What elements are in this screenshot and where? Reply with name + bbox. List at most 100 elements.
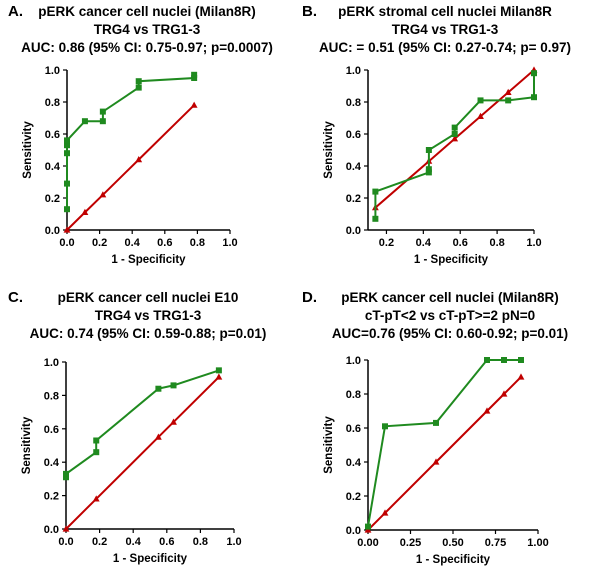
reference-point: [135, 156, 143, 163]
panel-title-line: pERK cancer cell nuclei (Milan8R): [341, 290, 559, 305]
y-tick-label: 1.0: [44, 357, 59, 369]
reference-point: [170, 418, 177, 425]
y-tick-label: 0.4: [45, 161, 61, 173]
roc-series-line: [374, 73, 535, 219]
panel-letter: A.: [8, 3, 23, 20]
x-tick-label: 0.4: [125, 237, 141, 249]
y-tick-label: 0.8: [44, 390, 59, 402]
y-tick-label: 0.6: [346, 423, 361, 435]
reference-point: [155, 433, 162, 440]
roc-point: [433, 419, 439, 426]
roc-series-line: [367, 359, 521, 527]
x-tick-label: 0.2: [92, 536, 107, 548]
y-tick-label: 0.4: [44, 457, 60, 469]
panel-title-line: TRG4 vs TRG1-3: [95, 308, 202, 323]
y-tick-label: 1.0: [45, 65, 60, 77]
y-axis-label: Sensitivity: [323, 416, 335, 474]
reference-point: [63, 226, 71, 233]
roc-point: [64, 142, 70, 149]
y-tick-label: 0.0: [45, 225, 60, 237]
roc-point: [382, 423, 388, 430]
panel-title-line: pERK stromal cell nuclei Milan8R: [338, 4, 552, 19]
roc-point: [451, 131, 458, 137]
reference-point: [99, 191, 107, 198]
roc-point: [372, 215, 379, 222]
reference-series-line: [374, 69, 535, 209]
roc-series-line: [65, 369, 220, 478]
reference-point: [517, 373, 525, 380]
roc-point: [64, 150, 70, 157]
roc-point: [135, 78, 142, 85]
x-tick-label: 0.00: [357, 537, 378, 549]
x-tick-label: 0.4: [416, 237, 432, 249]
y-axis-label: Sensitivity: [323, 121, 335, 179]
reference-series-line: [65, 376, 220, 530]
panel-title-line: pERK cancer cell nuclei (Milan8R): [38, 4, 256, 19]
panel-title-line: cT-pT<2 vs cT-pT>=2 pN=0: [365, 308, 535, 323]
reference-point: [62, 525, 70, 532]
roc-point: [365, 523, 371, 530]
y-axis-label: Sensitivity: [22, 121, 34, 179]
y-tick-label: 0.4: [346, 161, 362, 173]
y-tick-label: 0.4: [346, 457, 362, 469]
roc-point: [501, 357, 507, 363]
roc-point: [191, 75, 198, 81]
x-tick-label: 0.75: [485, 537, 506, 549]
y-tick-label: 0.8: [346, 389, 361, 401]
reference-series-line: [367, 376, 522, 531]
y-tick-label: 0.6: [45, 129, 60, 141]
reference-point: [477, 112, 484, 119]
roc-point: [64, 137, 70, 144]
roc-point: [99, 108, 106, 115]
roc-series-line: [66, 74, 196, 210]
reference-point: [500, 390, 508, 397]
x-tick-label: 0.2: [379, 237, 394, 249]
y-tick-label: 0.2: [44, 491, 59, 503]
x-tick-label: 0.8: [193, 536, 208, 548]
roc-point: [425, 169, 432, 176]
panel-letter: C.: [8, 289, 23, 306]
reference-point: [81, 208, 89, 215]
roc-point: [93, 437, 100, 444]
x-axis-label: 1 - Specificity: [113, 553, 188, 565]
reference-point: [451, 135, 459, 142]
y-tick-label: 0.8: [45, 97, 60, 109]
reference-point: [381, 509, 389, 516]
roc-point: [215, 367, 222, 374]
roc-panel-b: pERK stromal cell nuclei Milan8R TRG4 vs …: [302, 3, 571, 266]
x-tick-label: 0.6: [453, 237, 468, 249]
x-axis-label: 1 - Specificity: [414, 254, 489, 266]
y-axis-label: Sensitivity: [21, 416, 33, 474]
x-axis-label: 1 - Specificity: [111, 254, 186, 266]
y-tick-label: 0.2: [346, 193, 361, 205]
roc-point: [135, 84, 142, 91]
roc-panel-a: pERK cancer cell nuclei (Milan8R) TRG4 vs…: [8, 3, 273, 266]
roc-point: [531, 94, 537, 101]
reference-point: [504, 88, 512, 95]
roc-panel-c: pERK cancer cell nuclei E10 TRG4 vs TRG1-…: [8, 289, 266, 565]
roc-point: [63, 470, 69, 477]
panel-title-line: TRG4 vs TRG1-3: [94, 22, 201, 37]
roc-point: [170, 382, 177, 389]
roc-point: [477, 97, 484, 104]
roc-point: [425, 147, 432, 153]
panel-letter: D.: [302, 289, 317, 306]
panel-title-line: AUC=0.76 (95% CI: 0.60-0.92; p=0.01): [332, 326, 568, 341]
y-tick-label: 0.0: [346, 525, 361, 537]
reference-point: [215, 373, 223, 380]
panel-title-line: TRG4 vs TRG1-3: [392, 22, 499, 37]
x-tick-label: 0.8: [190, 237, 205, 249]
roc-point: [451, 124, 458, 131]
x-tick-label: 0.0: [59, 237, 74, 249]
roc-point: [425, 166, 432, 173]
roc-panel-d: pERK cancer cell nuclei (Milan8R) cT-pT<2…: [302, 289, 568, 566]
y-tick-label: 1.0: [346, 65, 361, 77]
roc-point: [484, 357, 490, 363]
x-tick-label: 1.0: [222, 237, 237, 249]
roc-point: [93, 449, 100, 456]
x-tick-label: 1.00: [527, 537, 548, 549]
roc-point: [518, 357, 524, 363]
panel-title-line: AUC: 0.74 (95% CI: 0.59-0.88; p=0.01): [30, 326, 267, 341]
y-tick-label: 0.2: [346, 491, 361, 503]
y-tick-label: 0.0: [346, 225, 361, 237]
